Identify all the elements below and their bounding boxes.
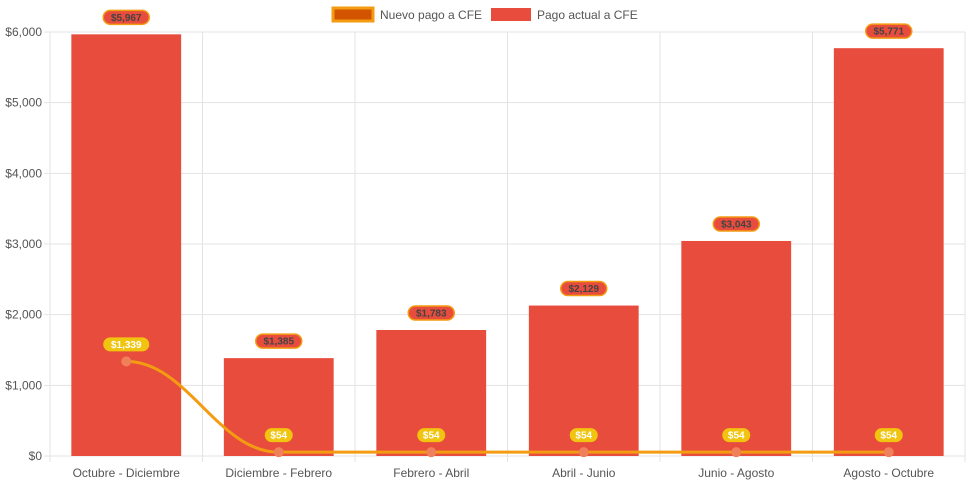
x-tick-label-febrero-abril: Febrero - Abril	[393, 466, 469, 480]
line-nuevo-pago	[126, 359, 889, 454]
bar-value-label-diciembre-febrero-text: $1,385	[263, 337, 294, 348]
line-value-label-diciembre-febrero-bg	[264, 428, 293, 443]
line-value-label-agosto-octubre-text: $54	[880, 431, 897, 442]
point-nuevo-pago-diciembre-febrero[interactable]	[273, 447, 284, 458]
line-value-label-agosto-octubre-bg	[874, 428, 903, 443]
x-tick-label-abril-junio: Abril - Junio	[552, 466, 616, 480]
point-nuevo-pago-abril-junio[interactable]	[578, 447, 589, 458]
point-nuevo-pago-octubre-diciembre[interactable]	[121, 356, 132, 367]
line-value-label-febrero-abril-text: $54	[423, 431, 440, 442]
bar-value-label-abril-junio-bg	[560, 280, 608, 297]
line-value-label-abril-junio-bg	[569, 428, 598, 443]
line-value-label-abril-junio-text: $54	[575, 431, 592, 442]
line-series	[121, 356, 894, 458]
y-axis: $0 $1,000 $2,000 $3,000 $4,000 $5,000 $6,000	[5, 25, 42, 463]
line-value-label-diciembre-febrero-text: $54	[270, 431, 287, 442]
point-nuevo-pago-agosto-octubre[interactable]	[883, 447, 894, 458]
bar-value-label-octubre-diciembre: $5,967	[102, 9, 150, 26]
bar-junio-agosto[interactable]	[681, 240, 792, 456]
line-value-label-junio-agosto: $54	[722, 428, 751, 443]
legend-swatch-nuevo-pago	[331, 6, 375, 23]
bar-agosto-octubre[interactable]	[833, 48, 944, 456]
bar-value-label-octubre-diciembre-text: $5,967	[111, 13, 142, 24]
bar-value-label-octubre-diciembre-bg	[102, 9, 150, 26]
line-value-label-octubre-diciembre-text: $1,339	[111, 340, 142, 351]
point-nuevo-pago-febrero-abril[interactable]	[426, 447, 437, 458]
legend-item-pago-actual[interactable]: Pago actual a CFE	[491, 8, 638, 22]
bar-value-label-febrero-abril-text: $1,783	[416, 309, 447, 320]
bar-value-label-agosto-octubre-bg	[865, 23, 913, 39]
y-tick-label: $6,000	[5, 25, 42, 39]
legend-item-nuevo-pago[interactable]: Nuevo pago a CFE	[331, 6, 482, 23]
bar-value-label-junio-agosto-text: $3,043	[721, 219, 752, 230]
bar-value-label-abril-junio: $2,129	[560, 280, 608, 297]
bar-value-label-junio-agosto: $3,043	[712, 216, 760, 232]
y-tick-label: $0	[29, 449, 43, 463]
legend-swatch-pago-actual	[491, 8, 531, 21]
bar-octubre-diciembre[interactable]	[71, 34, 182, 456]
grid	[44, 31, 966, 462]
bar-value-label-diciembre-febrero: $1,385	[255, 333, 303, 349]
x-tick-label-octubre-diciembre: Octubre - Diciembre	[73, 466, 181, 480]
legend[interactable]: Nuevo pago a CFE Pago actual a CFE	[331, 6, 638, 23]
bar-value-label-agosto-octubre-text: $5,771	[873, 27, 904, 38]
x-axis: Octubre - Diciembre Diciembre - Febrero Fe…	[73, 466, 935, 480]
line-value-label-abril-junio: $54	[569, 428, 598, 443]
line-value-label-octubre-diciembre: $1,339	[103, 337, 150, 352]
line-value-label-febrero-abril: $54	[417, 428, 446, 443]
line-value-label-agosto-octubre: $54	[874, 428, 903, 443]
line-value-label-junio-agosto-bg	[722, 428, 751, 443]
bar-value-label-diciembre-febrero-bg	[255, 333, 303, 349]
bar-value-label-junio-agosto-bg	[712, 216, 760, 232]
bar-value-label-abril-junio-text: $2,129	[568, 284, 599, 295]
point-nuevo-pago-junio-agosto[interactable]	[731, 447, 742, 458]
data-labels: $5,967 $1,385 $1,783 $2,129 $3,043 $5,771 $1,3…	[102, 9, 913, 443]
x-tick-label-junio-agosto: Junio - Agosto	[698, 466, 774, 480]
line-value-label-octubre-diciembre-bg	[103, 337, 150, 352]
x-tick-label-diciembre-febrero: Diciembre - Febrero	[225, 466, 332, 480]
bar-value-label-febrero-abril-bg	[407, 305, 455, 321]
x-tick-label-agosto-octubre: Agosto - Octubre	[843, 466, 934, 480]
line-value-label-febrero-abril-bg	[417, 428, 446, 443]
line-value-label-junio-agosto-text: $54	[728, 431, 745, 442]
bar-value-label-febrero-abril: $1,783	[407, 305, 455, 321]
legend-label-nuevo-pago: Nuevo pago a CFE	[380, 8, 482, 22]
y-tick-label: $4,000	[5, 166, 42, 180]
y-tick-label: $5,000	[5, 96, 42, 110]
legend-label-pago-actual: Pago actual a CFE	[537, 8, 638, 22]
bar-value-label-agosto-octubre: $5,771	[865, 23, 913, 39]
y-tick-label: $3,000	[5, 237, 42, 251]
line-value-label-diciembre-febrero: $54	[264, 428, 293, 443]
y-tick-label: $2,000	[5, 308, 42, 322]
y-tick-label: $1,000	[5, 378, 42, 392]
